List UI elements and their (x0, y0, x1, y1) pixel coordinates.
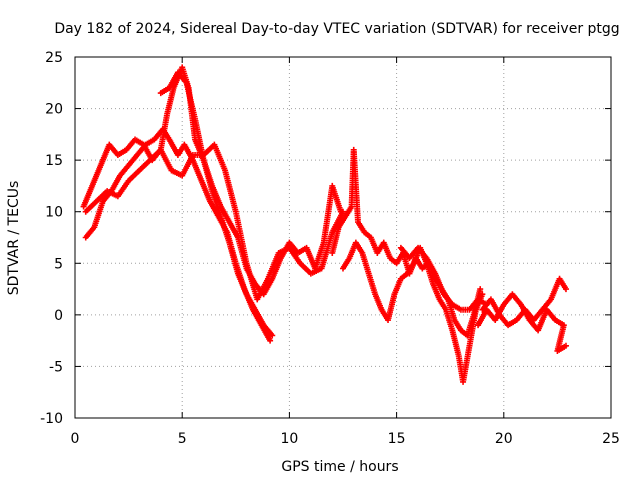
y-tick-label: -5 (49, 359, 63, 375)
x-tick-label: 5 (178, 431, 187, 447)
y-tick-label: -10 (40, 411, 63, 427)
y-axis-label: SDTVAR / TECUs (6, 181, 22, 296)
y-tick-label: 0 (54, 308, 63, 324)
data-point (562, 342, 569, 349)
x-tick-label: 10 (280, 431, 298, 447)
data-point (267, 337, 274, 344)
x-tick-label: 15 (388, 431, 406, 447)
series-track-i (397, 244, 490, 313)
data-point (477, 286, 484, 293)
x-tick-label: 0 (71, 431, 80, 447)
grid-layer (75, 57, 611, 418)
x-axis-label: GPS time / hours (281, 459, 398, 475)
data-point (483, 301, 490, 308)
y-tick-label: 15 (45, 153, 63, 169)
chart-title: Day 182 of 2024, Sidereal Day-to-day VTE… (54, 21, 619, 37)
data-point (562, 286, 569, 293)
series-track-c (82, 141, 346, 303)
series-track-b (82, 126, 274, 344)
series-track-d (157, 69, 344, 298)
series-track-h (479, 275, 569, 329)
x-tick-label: 25 (602, 431, 620, 447)
data-point (337, 208, 344, 215)
ticks-layer: 0 5 10 15 20 25 -10 -5 0 5 10 15 20 25 (40, 50, 620, 447)
y-tick-label: 10 (45, 205, 63, 221)
series-track-f (340, 239, 486, 385)
y-tick-label: 5 (54, 256, 63, 272)
x-tick-label: 20 (495, 431, 513, 447)
data-point (479, 291, 486, 298)
marks-layer (80, 64, 569, 385)
y-tick-label: 25 (45, 50, 63, 66)
plot-frame (74, 56, 612, 419)
data-point (269, 332, 276, 339)
y-tick-label: 20 (45, 102, 63, 118)
